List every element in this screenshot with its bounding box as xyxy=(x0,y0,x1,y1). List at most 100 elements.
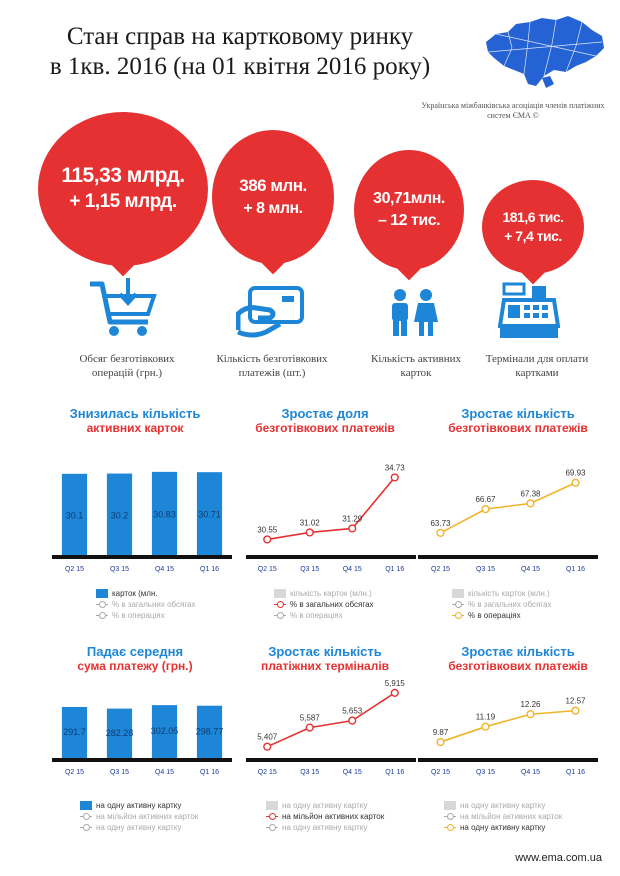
x-tick-label: Q2 15 xyxy=(258,769,277,776)
chart-terminals: Q2 15 Q3 15 Q4 15 Q1 16 5,407 5,587 5,653 5,915 xyxy=(246,679,416,776)
data-point xyxy=(305,723,314,732)
data-point xyxy=(481,505,490,514)
chart-title-cashless-count: Зростає кількість безготівкових платежів xyxy=(448,406,588,435)
legend-item: на одну активну картку xyxy=(266,800,384,811)
legend-average-payment: на одну активну картку на мільйон активн… xyxy=(80,800,198,833)
x-tick-label: Q3 15 xyxy=(110,566,129,573)
legend-cashless-share: кількість карток (млн.) % в загальних об… xyxy=(274,588,374,621)
x-tick-label: Q3 15 xyxy=(300,769,319,776)
kpi-value: 181,6 тис. xyxy=(502,209,564,225)
legend-item: на мільйон активних карток xyxy=(80,811,198,822)
ukraine-map-icon xyxy=(486,16,604,88)
data-label: 5,915 xyxy=(385,679,406,688)
chart-cashless-count: Q2 15 Q3 15 Q4 15 Q1 16 63.73 66.67 67.38 69.93 xyxy=(418,469,598,573)
bar xyxy=(61,706,88,758)
bar xyxy=(151,471,178,555)
series-line xyxy=(266,692,396,748)
chart-title-active-cards: Знизилась кількість активних карток xyxy=(69,406,201,435)
kpi-value: 386 млн. xyxy=(239,176,307,195)
legend-item: на одну активну картку xyxy=(80,822,198,833)
kpi-change: – 12 тис. xyxy=(377,212,441,229)
x-tick-label: Q2 15 xyxy=(65,769,84,776)
data-label: 30.83 xyxy=(153,510,176,520)
legend-item: % в операціях xyxy=(96,610,196,621)
data-label: 291.7 xyxy=(63,727,86,737)
people-icon xyxy=(392,289,438,336)
kpi-label-payments: Кількість безготівкових платежів (шт.) xyxy=(216,353,328,379)
data-point xyxy=(526,710,535,719)
data-label: 66.67 xyxy=(475,495,496,504)
x-tick-label: Q3 15 xyxy=(476,769,495,776)
data-point xyxy=(571,478,580,487)
chart-cashless-share: Q2 15 Q3 15 Q4 15 Q1 16 30.55 31.02 31.29 34.73 xyxy=(246,463,416,573)
x-tick-label: Q4 15 xyxy=(521,566,540,573)
data-label: 30.1 xyxy=(66,510,84,520)
data-label: 34.73 xyxy=(385,463,406,472)
kpi-bubble-operations: 115,33 млрд. + 1,15 млрд. xyxy=(38,112,208,277)
kpi-change: + 7,4 тис. xyxy=(504,228,562,244)
legend-cashless-count: кількість карток (млн.) % в загальних об… xyxy=(452,588,552,621)
data-point xyxy=(263,535,272,544)
x-tick-label: Q3 15 xyxy=(300,566,319,573)
bar xyxy=(106,708,133,758)
x-tick-label: Q4 15 xyxy=(155,769,174,776)
x-tick-label: Q1 16 xyxy=(566,769,585,776)
website-link[interactable]: www.ema.com.ua xyxy=(515,852,602,864)
data-label: 9.87 xyxy=(433,728,449,737)
kpi-label-terminals: Термінали для оплати картками xyxy=(485,353,589,379)
legend-payments-per-card: на одну активну картку на мільйон активн… xyxy=(444,800,562,833)
x-tick-label: Q3 15 xyxy=(110,769,129,776)
data-label: 63.73 xyxy=(430,519,451,528)
chart-payments-per-card: Q2 15 Q3 15 Q4 15 Q1 16 9.87 11.19 12.26 12.57 xyxy=(418,697,598,776)
x-tick-label: Q1 16 xyxy=(385,566,404,573)
association-credit: Українська міжбанківська асоціація члені… xyxy=(421,101,605,120)
chart-title-terminals: Зростає кількість платіжних терміналів xyxy=(260,644,390,673)
x-tick-label: Q2 15 xyxy=(258,566,277,573)
legend-item: на одну активну картку xyxy=(266,822,384,833)
data-label: 30.55 xyxy=(257,525,278,534)
legend-item: % в операціях xyxy=(452,610,552,621)
data-label: 298.77 xyxy=(196,726,224,736)
data-label: 11.19 xyxy=(476,713,496,722)
bar xyxy=(61,473,88,555)
x-tick-label: Q3 15 xyxy=(476,566,495,573)
data-label: 31.29 xyxy=(342,514,363,523)
legend-item: на мільйон активних карток xyxy=(444,811,562,822)
legend-item: на одну активну картку xyxy=(444,800,562,811)
legend-item: на мільйон активних карток xyxy=(266,811,384,822)
x-axis xyxy=(246,555,416,559)
data-point xyxy=(263,742,272,751)
data-label: 67.38 xyxy=(520,489,541,498)
shopping-cart-icon xyxy=(90,278,157,336)
x-axis xyxy=(52,555,232,559)
kpi-bubble-payments: 386 млн. + 8 млн. xyxy=(212,130,334,275)
x-axis xyxy=(246,758,416,762)
legend-item: на одну активну картку xyxy=(444,822,562,833)
series-line xyxy=(440,709,576,743)
cash-register-icon xyxy=(498,282,560,338)
x-tick-label: Q1 16 xyxy=(566,566,585,573)
page-title: Стан справ на картковому ринку в 1кв. 20… xyxy=(40,22,440,82)
x-tick-label: Q4 15 xyxy=(343,769,362,776)
card-in-hand-icon xyxy=(236,286,304,338)
legend-item: на одну активну картку xyxy=(80,800,198,811)
kpi-bubble-active-cards: 30,71млн. – 12 тис. xyxy=(354,150,464,281)
kpi-label-operations: Обсяг безготівкових операцій (грн.) xyxy=(79,353,175,379)
x-tick-label: Q4 15 xyxy=(343,566,362,573)
bar xyxy=(196,472,223,555)
kpi-change: + 1,15 млрд. xyxy=(69,191,177,212)
data-point xyxy=(436,528,445,538)
kpi-change: + 8 млн. xyxy=(243,200,303,217)
data-label: 282.28 xyxy=(106,728,134,738)
data-label: 5,587 xyxy=(300,714,321,723)
chart-title-payments-per-card: Зростає кількість безготівкових платежів xyxy=(448,644,588,673)
data-label: 30.71 xyxy=(198,510,221,520)
data-label: 5,407 xyxy=(257,733,278,742)
title-line-1: Стан справ на картковому ринку xyxy=(66,23,414,50)
bar xyxy=(151,705,178,758)
data-point xyxy=(390,473,399,482)
chart-title-average-payment: Падає середня сума платежу (грн.) xyxy=(77,644,193,673)
x-tick-label: Q2 15 xyxy=(431,566,450,573)
x-tick-label: Q4 15 xyxy=(155,566,174,573)
data-point xyxy=(305,528,314,537)
